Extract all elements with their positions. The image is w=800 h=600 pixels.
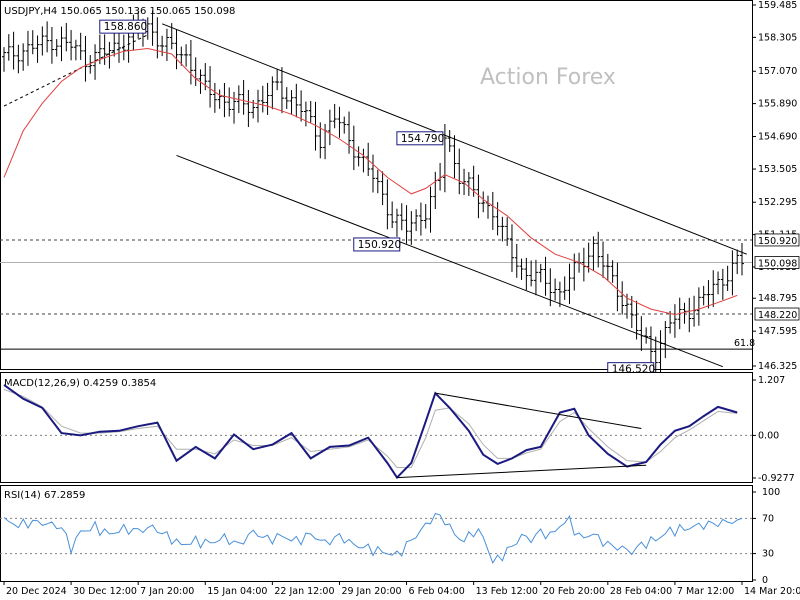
price-y-tick-label: 148.795: [758, 293, 797, 304]
rsi-panel-frame: [0, 485, 753, 582]
ma-polyline: [3, 47, 738, 316]
x-tick-label: 15 Jan 04:00: [207, 586, 267, 597]
x-tick-label: 13 Feb 12:00: [476, 586, 538, 597]
rsi-panel: RSI(14) 67.2859 100 70 30 0: [0, 485, 780, 586]
watermark: Action Forex: [480, 65, 616, 90]
price-y-tick-label: 159.485: [758, 0, 797, 11]
price-y-tick-label: 158.305: [758, 32, 797, 43]
price-annotation-label: 150.920: [358, 239, 401, 251]
price-y-tick-label: 146.325: [758, 361, 797, 372]
x-tick-label: 20 Feb 20:00: [543, 586, 605, 597]
price-y-tick-label: 157.070: [758, 66, 797, 77]
x-tick-label: 29 Jan 20:00: [341, 586, 401, 597]
macd-y-tick-label: 0.00: [758, 430, 779, 441]
x-tick-label: 28 Feb 04:00: [610, 586, 672, 597]
last-price-label: 150.098: [758, 259, 797, 270]
rsi-y-tick-label: 70: [762, 513, 774, 524]
ma-line: [3, 47, 738, 316]
price-y-tick-label: 152.295: [758, 197, 797, 208]
price-y-tick-label: 147.595: [758, 326, 797, 337]
price-annotation-box: [99, 19, 147, 34]
macd-line: [3, 384, 738, 480]
x-tick-label: 7 Jan 20:00: [140, 586, 194, 597]
level-right-label-box: [754, 233, 800, 247]
price-annotation-box: [353, 237, 401, 252]
price-annotation-label: 154.790: [401, 133, 444, 145]
x-axis: 20 Dec 2024 30 Dec 12:00 7 Jan 20:00 15 Jan…: [3, 581, 800, 597]
price-y-tick-label: 155.890: [758, 99, 797, 110]
macd-header: MACD(12,26,9) 0.4259 0.3854: [4, 378, 156, 389]
x-tick-label: 22 Jan 12:00: [274, 586, 334, 597]
price-panel: USDJPY,H4 150.065 150.136 150.065 150.09…: [0, 0, 800, 377]
x-tick-label: 30 Dec 12:00: [73, 586, 137, 597]
x-tick-label: 14 Mar 20:00: [744, 586, 800, 597]
price-y-tick-label: 153.505: [758, 164, 797, 175]
price-y-tick-label: 154.690: [758, 132, 797, 143]
rsi-y-tick-label: 30: [762, 549, 774, 560]
price-annotation-label: 158.860: [104, 21, 147, 33]
x-tick-label: 6 Feb 04:00: [409, 586, 465, 597]
price-header: USDJPY,H4 150.065 150.136 150.065 150.09…: [4, 6, 235, 17]
fib-level-label: 61.8: [734, 338, 755, 349]
macd-signal-line: [3, 389, 738, 468]
level-right-label-box: [754, 307, 800, 321]
macd-upper-trendline: [435, 392, 642, 430]
last-price-label-box: [754, 256, 800, 269]
rsi-y-tick-label: 0: [762, 575, 768, 586]
price-annotation-box: [396, 131, 444, 146]
macd-y-tick-label: -0.9277: [758, 473, 795, 484]
rsi-header: RSI(14) 67.2859: [4, 490, 85, 501]
price-panel-frame: [0, 0, 753, 370]
level-right-label: 150.920: [758, 236, 797, 247]
x-tick-label: 7 Mar 12:00: [677, 586, 734, 597]
macd-lower-trendline: [396, 464, 647, 479]
macd-panel-frame: [0, 372, 753, 483]
rsi-y-tick-label: 100: [762, 487, 780, 498]
price-candles: [2, 10, 744, 375]
x-tick-label: 20 Dec 2024: [6, 586, 67, 597]
macd-panel: MACD(12,26,9) 0.4259 0.3854 1.207 0.00 -0.…: [0, 372, 795, 484]
macd-y-tick-label: 1.207: [758, 375, 785, 386]
rsi-line: [3, 512, 743, 565]
channel-lower-line: [176, 154, 724, 368]
level-right-label: 148.220: [758, 310, 797, 321]
